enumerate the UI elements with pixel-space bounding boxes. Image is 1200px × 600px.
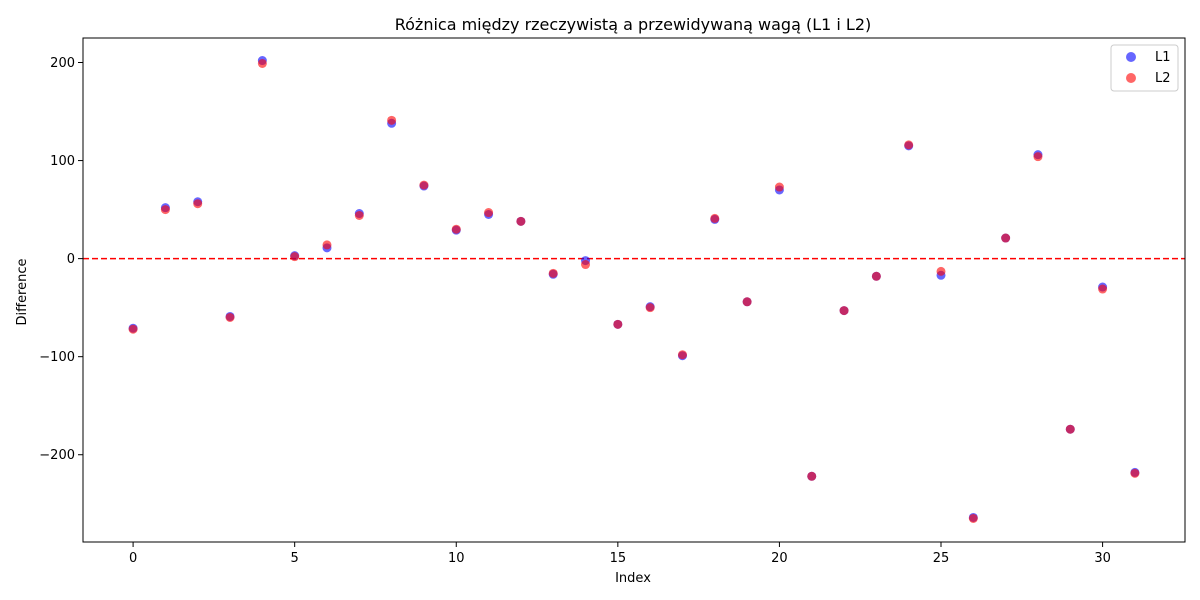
y-tick-label-200: 200	[50, 56, 75, 71]
point-l2-24	[904, 140, 914, 150]
point-l2-14	[581, 260, 591, 270]
point-l2-23	[871, 271, 881, 281]
x-tick-label-5: 5	[291, 551, 299, 566]
legend-l2-label: L2	[1155, 71, 1171, 86]
x-tick-label-0: 0	[129, 551, 137, 566]
axes-frame	[82, 37, 1186, 543]
point-l2-15	[613, 319, 623, 329]
point-l2-31	[1130, 468, 1140, 478]
point-l2-20	[774, 182, 784, 192]
legend-l2-marker	[1126, 73, 1136, 83]
point-l2-26	[968, 513, 978, 523]
point-l2-13	[548, 268, 558, 278]
legend-l1-label: L1	[1155, 50, 1171, 65]
point-l2-2	[193, 199, 203, 209]
point-l2-25	[936, 266, 946, 276]
x-tick-label-10: 10	[448, 551, 465, 566]
plot-area	[82, 37, 1186, 543]
y-axis-ticks: −200 −100 0 100 200	[39, 56, 83, 463]
x-axis-label: Index	[615, 571, 651, 586]
point-l2-3	[225, 312, 235, 322]
legend: L1 L2	[1110, 44, 1179, 92]
point-l2-21	[807, 471, 817, 481]
series-l2	[128, 58, 1140, 523]
point-l2-11	[484, 208, 494, 218]
point-l2-6	[322, 240, 332, 250]
legend-l1-marker	[1126, 52, 1136, 62]
x-tick-label-30: 30	[1094, 551, 1111, 566]
point-l2-5	[290, 252, 300, 262]
y-tick-label-100: 100	[50, 154, 75, 169]
point-l2-22	[839, 306, 849, 316]
point-l2-19	[742, 297, 752, 307]
point-l2-9	[419, 180, 429, 190]
point-l2-16	[645, 303, 655, 313]
point-l2-29	[1065, 424, 1075, 434]
x-tick-label-20: 20	[771, 551, 788, 566]
y-axis-label: Difference	[15, 258, 30, 325]
chart-title: Różnica między rzeczywistą a przewidywan…	[395, 15, 872, 34]
y-tick-label--100: −100	[39, 350, 75, 365]
point-l2-7	[354, 210, 364, 220]
point-l2-10	[451, 224, 461, 234]
point-l2-1	[160, 205, 170, 215]
point-l2-4	[257, 58, 267, 68]
x-axis-ticks: 0 5 10 15 20 25 30	[129, 542, 1111, 566]
point-l2-28	[1033, 152, 1043, 162]
point-l2-0	[128, 324, 138, 334]
y-tick-label-0: 0	[67, 252, 75, 267]
x-tick-label-25: 25	[933, 551, 950, 566]
point-l2-30	[1098, 284, 1108, 294]
point-l2-17	[677, 350, 687, 360]
point-l2-12	[516, 216, 526, 226]
point-l2-18	[710, 213, 720, 223]
y-tick-label--200: −200	[39, 448, 75, 463]
x-tick-label-15: 15	[610, 551, 627, 566]
point-l2-8	[387, 115, 397, 125]
point-l2-27	[1001, 233, 1011, 243]
